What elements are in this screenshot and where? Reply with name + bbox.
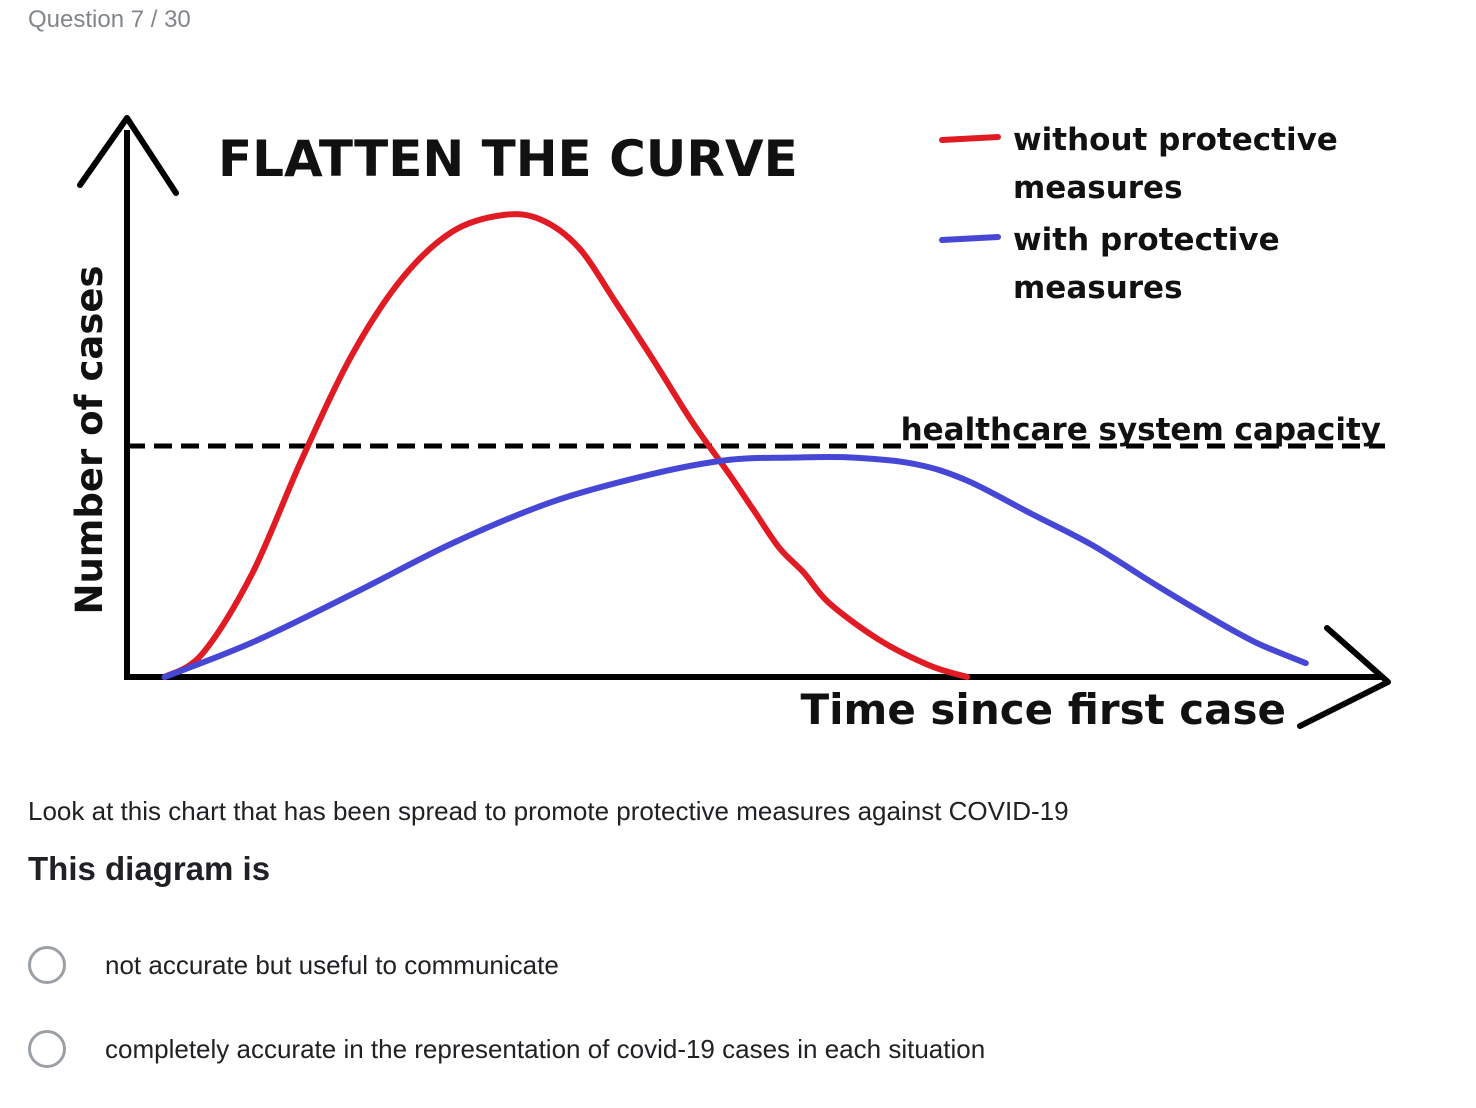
radio-button-icon[interactable] bbox=[28, 946, 66, 984]
y-axis-label: Number of cases bbox=[68, 265, 111, 614]
legend-swatch bbox=[939, 134, 1001, 143]
series-line-with-measures bbox=[161, 453, 1309, 680]
option-not-accurate[interactable]: not accurate but useful to communicate bbox=[28, 940, 559, 990]
legend-label: with protective measures bbox=[1013, 222, 1280, 306]
radio-button-icon[interactable] bbox=[28, 1030, 66, 1068]
option-label: not accurate but useful to communicate bbox=[105, 950, 559, 980]
option-completely-accurate[interactable]: completely accurate in the representatio… bbox=[28, 1024, 985, 1074]
capacity-label: healthcare system capacity bbox=[901, 412, 1381, 448]
question-prompt: Look at this chart that has been spread … bbox=[28, 796, 1069, 826]
chart-title: FLATTEN THE CURVE bbox=[218, 130, 798, 188]
chart-svg: FLATTEN THE CURVE Number of cases Time sin… bbox=[68, 115, 1391, 734]
y-axis-arrowhead bbox=[77, 115, 179, 196]
flatten-the-curve-chart: FLATTEN THE CURVE Number of cases Time sin… bbox=[0, 90, 1476, 750]
question-counter: Question 7 / 30 bbox=[28, 6, 191, 33]
x-axis-label: Time since first case bbox=[801, 685, 1286, 734]
legend-label: without protective measures bbox=[1013, 122, 1338, 206]
legend-swatch bbox=[939, 234, 1001, 243]
option-label: completely accurate in the representatio… bbox=[105, 1034, 986, 1064]
question-title: This diagram is bbox=[28, 850, 271, 887]
x-axis-arrowhead bbox=[1297, 625, 1391, 729]
series-line-without-measures bbox=[161, 211, 971, 680]
